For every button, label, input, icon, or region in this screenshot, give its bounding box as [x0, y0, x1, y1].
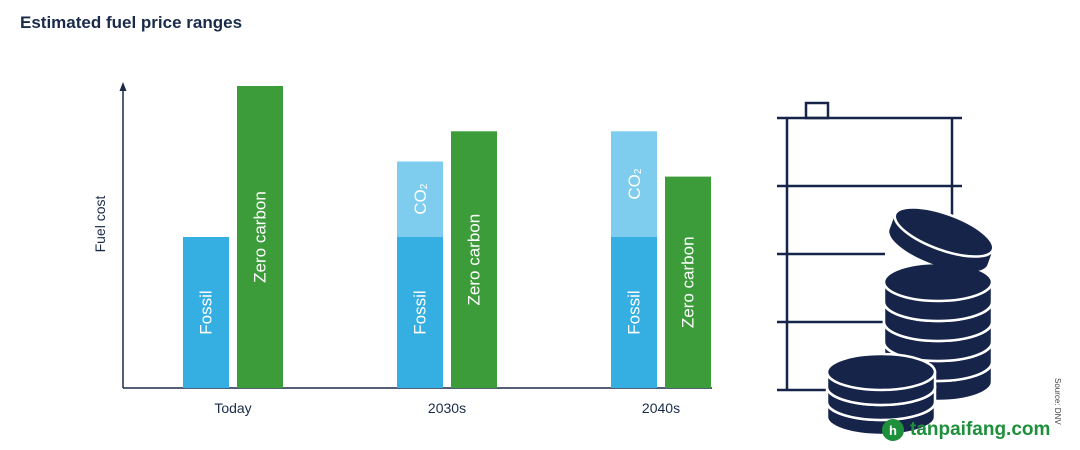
bar-zero-carbon-2040s — [665, 176, 711, 388]
x-tick-labels: Today 2030s 2040s — [214, 400, 680, 416]
fuel-barrel-icon — [777, 101, 962, 392]
bar-fossil-2030s — [397, 237, 443, 388]
bar-label-zero-carbon-today: Zero carbon — [251, 191, 270, 283]
bar-label-co2-2030s: CO2 — [411, 183, 430, 215]
co2-label-text: CO — [625, 174, 644, 200]
bar-zero-carbon-2030s — [451, 131, 497, 389]
y-axis-label: Fuel cost — [92, 195, 108, 252]
watermark-text: tanpaifang.com — [910, 419, 1051, 440]
co2-label-subscript: 2 — [419, 183, 430, 189]
bar-label-zero-carbon-2030s: Zero carbon — [465, 214, 484, 306]
bar-label-fossil-today: Fossil — [197, 290, 216, 334]
bar-label-zero-carbon-2040s: Zero carbon — [679, 236, 698, 328]
x-tick-2040s: 2040s — [642, 400, 680, 416]
bar-fossil-today — [183, 237, 229, 388]
bar-zero-carbon-today — [237, 86, 283, 388]
x-tick-2030s: 2030s — [428, 400, 466, 416]
coin-stack-icon — [825, 206, 995, 437]
chart-title: Estimated fuel price ranges — [20, 13, 243, 32]
bar-fossil-2040s — [611, 237, 657, 388]
y-axis-arrow — [119, 82, 127, 91]
x-tick-today: Today — [214, 400, 251, 416]
watermark: h tanpaifang.com — [882, 417, 1050, 443]
bar-co2-2040s — [611, 131, 657, 237]
watermark-logo-icon: h — [882, 419, 904, 441]
bar-label-fossil-2030s: Fossil — [411, 290, 430, 334]
source-note: Source: DNV — [1053, 378, 1062, 425]
bar-label-co2-2040s: CO2 — [625, 168, 644, 200]
co2-label-subscript: 2 — [633, 168, 644, 174]
bar-co2-2030s — [397, 161, 443, 237]
co2-label-text: CO — [411, 189, 430, 215]
bar-label-fossil-2040s: Fossil — [625, 290, 644, 334]
